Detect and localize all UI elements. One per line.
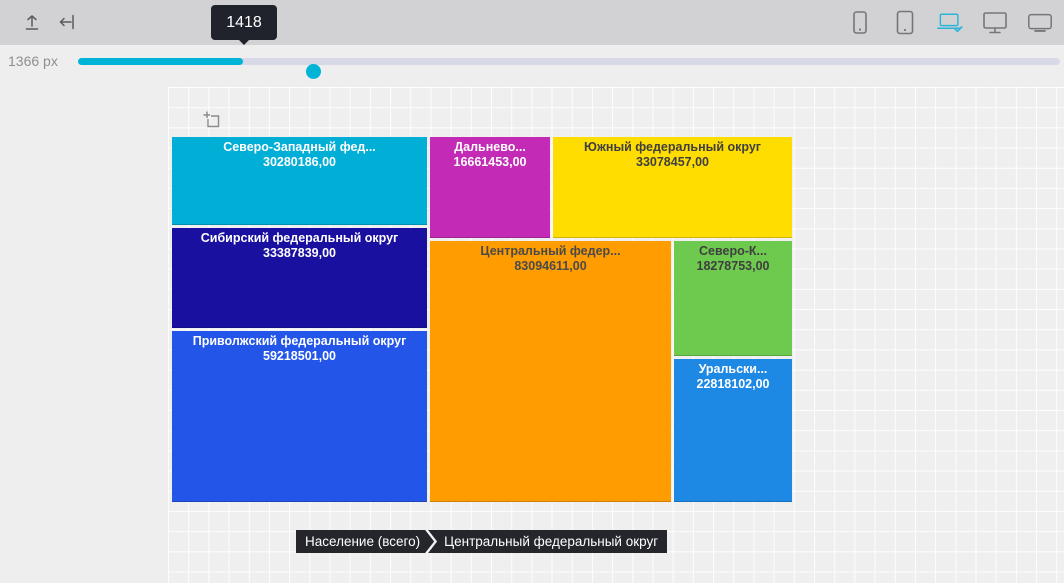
treemap-cell[interactable]: Северо-К... 18278753,00: [674, 241, 792, 356]
treemap-cell-label: Центральный федер...: [480, 244, 621, 258]
tablet-icon[interactable]: [891, 9, 919, 37]
tv-icon[interactable]: [1026, 9, 1054, 37]
treemap-cell-label: Уральски...: [698, 362, 768, 376]
device-switcher: [846, 0, 1054, 45]
breadcrumb-item-measure[interactable]: Население (всего): [296, 530, 434, 553]
treemap-cell-label: Приволжский федеральный округ: [192, 334, 407, 348]
treemap-cell-label: Северо-К...: [699, 244, 767, 258]
treemap-chart: Северо-Западный фед... 30280186,00 Сибирск…: [172, 137, 792, 502]
collapse-left-icon[interactable]: [56, 11, 78, 33]
treemap-cell-value: 83094611,00: [514, 259, 587, 273]
selection-tool-icon[interactable]: [202, 110, 222, 130]
treemap-cell-value: 22818102,00: [696, 377, 770, 391]
treemap-cell[interactable]: Сибирский федеральный округ 33387839,00: [172, 228, 427, 328]
toolbar: 1418: [0, 0, 1064, 45]
desktop-icon[interactable]: [981, 9, 1009, 37]
treemap-cell-value: 33387839,00: [263, 246, 336, 260]
treemap-cell-label: Южный федеральный округ: [583, 140, 761, 154]
slider-value-text: 1418: [226, 13, 262, 31]
treemap-cell-value: 16661453,00: [453, 155, 527, 169]
treemap-cell-value: 18278753,00: [696, 259, 770, 273]
min-width-label: 1366 px: [8, 53, 58, 69]
breadcrumb-label: Центральный федеральный округ: [444, 534, 659, 549]
treemap-cell[interactable]: Центральный федер... 83094611,00: [430, 241, 671, 502]
treemap-cell-label: Сибирский федеральный округ: [200, 231, 399, 245]
treemap-cell-value: 30280186,00: [263, 155, 336, 169]
treemap-cell[interactable]: Уральски... 22818102,00: [674, 359, 792, 502]
breadcrumb-item-district[interactable]: Центральный федеральный округ: [428, 530, 668, 553]
phone-icon[interactable]: [846, 9, 874, 37]
width-slider-track[interactable]: [78, 58, 1060, 79]
treemap-cell[interactable]: Северо-Западный фед... 30280186,00: [172, 137, 427, 225]
upload-icon[interactable]: [21, 11, 43, 33]
treemap-cell[interactable]: Дальнево... 16661453,00: [430, 137, 550, 238]
width-slider-fill: [78, 58, 243, 65]
treemap-cell[interactable]: Южный федеральный округ 33078457,00: [553, 137, 792, 238]
slider-value-tooltip: 1418: [211, 5, 277, 40]
laptop-icon[interactable]: [936, 9, 964, 37]
treemap-cell-label: Северо-Западный фед...: [223, 140, 376, 154]
width-slider-row: 1366 px: [0, 45, 1064, 79]
treemap-cell-label: Дальнево...: [454, 140, 526, 154]
treemap-cell[interactable]: Приволжский федеральный округ 59218501,00: [172, 331, 427, 502]
treemap-cell-value: 59218501,00: [263, 349, 336, 363]
treemap-cell-value: 33078457,00: [636, 155, 709, 169]
breadcrumb: Население (всего) Центральный федеральны…: [296, 530, 668, 553]
breadcrumb-label: Население (всего): [305, 534, 421, 549]
width-slider-thumb[interactable]: [306, 64, 321, 79]
